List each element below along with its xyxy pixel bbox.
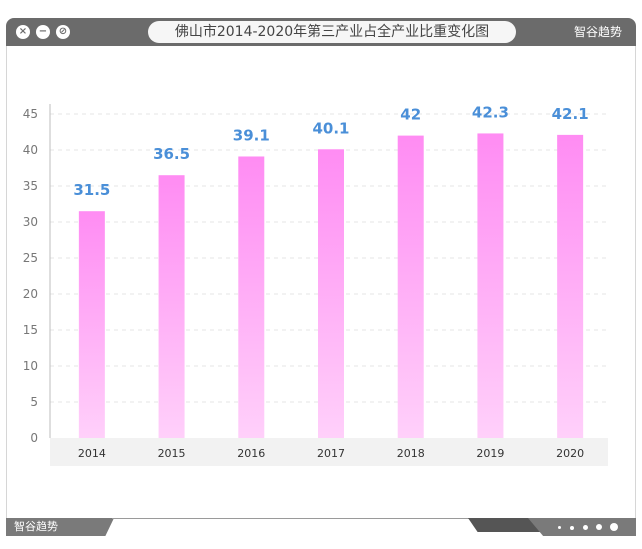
footer-accent	[468, 518, 548, 532]
y-tick-label: 40	[23, 143, 38, 157]
y-tick-label: 10	[23, 359, 38, 373]
y-tick-label: 5	[30, 395, 38, 409]
x-tick-label: 2017	[317, 447, 345, 460]
dot-icon	[583, 525, 588, 530]
footer-brand: 智谷趋势	[14, 520, 58, 533]
title-bar: × − ⊘ 佛山市2014-2020年第三产业占全产业比重变化图 智谷趋势	[6, 18, 636, 46]
y-tick-label: 20	[23, 287, 38, 301]
dot-icon	[610, 523, 618, 531]
x-tick-label: 2016	[237, 447, 265, 460]
footer-dots	[528, 518, 636, 536]
y-tick-label: 0	[30, 431, 38, 445]
grid-lines	[50, 113, 608, 403]
dot-icon	[558, 526, 561, 529]
settings-icon[interactable]: ⊘	[56, 25, 70, 39]
dot-icon	[596, 524, 602, 530]
data-label: 31.5	[73, 181, 110, 199]
y-tick-label: 35	[23, 179, 38, 193]
y-tick-label: 15	[23, 323, 38, 337]
x-tick-label: 2020	[556, 447, 584, 460]
bar-2019[interactable]	[477, 133, 504, 438]
x-tick-label: 2019	[476, 447, 504, 460]
bar-2016[interactable]	[238, 156, 265, 439]
x-axis-ticks: 2014 2015 2016 2017 2018 2019 2020	[78, 447, 584, 460]
bar-2014[interactable]	[78, 211, 105, 438]
data-label: 42.1	[552, 105, 589, 123]
brand-logo-top: 智谷趋势	[573, 25, 622, 39]
x-tick-label: 2015	[158, 447, 186, 460]
bar-2017[interactable]	[318, 149, 344, 438]
bar-2020[interactable]	[557, 134, 584, 438]
data-label: 40.1	[312, 119, 349, 137]
data-label: 42.3	[472, 103, 509, 121]
window-title: 佛山市2014-2020年第三产业占全产业比重变化图	[148, 21, 516, 43]
close-icon[interactable]: ×	[16, 25, 30, 39]
footer-divider	[112, 518, 636, 519]
y-tick-label: 30	[23, 215, 38, 229]
data-labels: 31.5 36.5 39.1 40.1 42 42.3 42.1	[73, 103, 588, 199]
dot-icon	[570, 526, 574, 530]
minimize-icon[interactable]: −	[36, 25, 50, 39]
bars	[78, 133, 584, 439]
y-axis-ticks: 0 5 10 15 20 25 30 35 40 45	[23, 107, 38, 445]
x-axis-band	[50, 438, 608, 466]
bar-2018[interactable]	[397, 135, 424, 438]
bar-2015[interactable]	[158, 175, 185, 438]
data-label: 39.1	[233, 126, 270, 144]
data-label: 36.5	[153, 145, 190, 163]
y-tick-label: 45	[23, 107, 38, 121]
data-label: 42	[400, 106, 421, 124]
footer-brand-tab: 智谷趋势	[6, 518, 114, 536]
x-tick-label: 2014	[78, 447, 106, 460]
y-tick-label: 25	[23, 251, 38, 265]
x-tick-label: 2018	[397, 447, 425, 460]
